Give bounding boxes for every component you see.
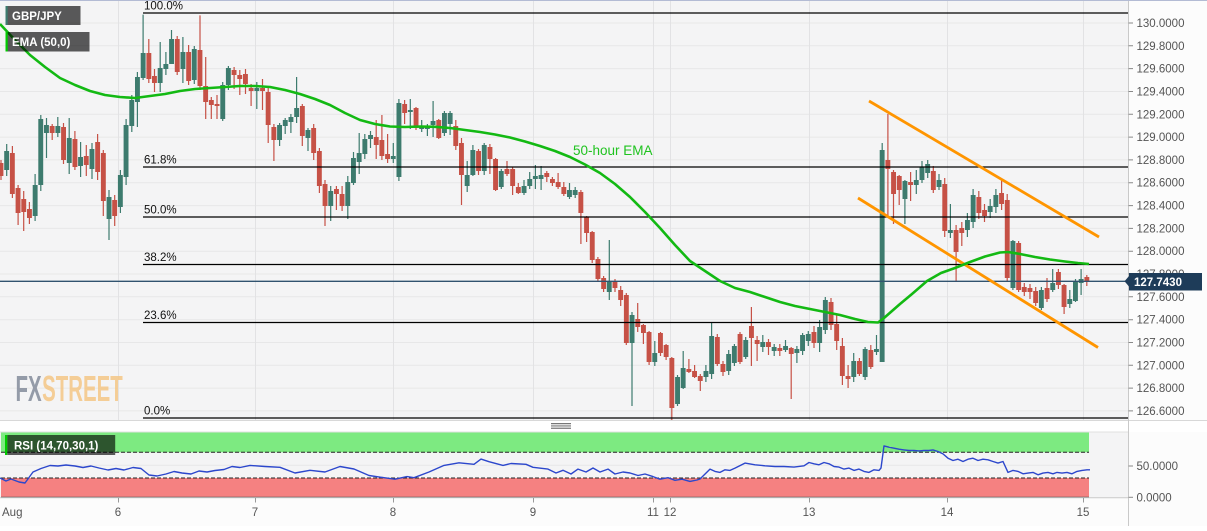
svg-text:127.4000: 127.4000 <box>1137 315 1185 327</box>
svg-text:129.8000: 129.8000 <box>1137 41 1185 53</box>
svg-text:FX: FX <box>16 369 42 410</box>
svg-text:128.0000: 128.0000 <box>1137 246 1185 258</box>
svg-text:15: 15 <box>1077 507 1090 519</box>
svg-text:Aug: Aug <box>2 507 22 519</box>
svg-text:127.6000: 127.6000 <box>1137 292 1185 304</box>
svg-text:9: 9 <box>530 507 536 519</box>
svg-text:127.7430: 127.7430 <box>1134 277 1182 289</box>
svg-text:14: 14 <box>941 507 954 519</box>
svg-text:130.0000: 130.0000 <box>1137 18 1185 30</box>
svg-text:7: 7 <box>252 507 258 519</box>
svg-text:STREET: STREET <box>42 369 123 410</box>
svg-text:50.0000: 50.0000 <box>1137 461 1179 473</box>
svg-text:12: 12 <box>664 507 677 519</box>
svg-text:128.4000: 128.4000 <box>1137 201 1185 213</box>
svg-text:RSI (14,70,30,1): RSI (14,70,30,1) <box>14 441 99 453</box>
svg-text:129.2000: 129.2000 <box>1137 109 1185 121</box>
svg-text:128.2000: 128.2000 <box>1137 223 1185 235</box>
svg-text:GBP/JPY: GBP/JPY <box>12 11 62 23</box>
svg-text:8: 8 <box>390 507 396 519</box>
svg-text:38.2%: 38.2% <box>144 252 177 264</box>
svg-text:0.0%: 0.0% <box>144 406 170 418</box>
svg-text:13: 13 <box>803 507 816 519</box>
svg-text:50-hour EMA: 50-hour EMA <box>573 143 653 158</box>
svg-text:100.0%: 100.0% <box>144 1 183 13</box>
svg-text:0.0000: 0.0000 <box>1137 492 1172 504</box>
svg-text:6: 6 <box>115 507 121 519</box>
svg-text:11: 11 <box>647 507 659 519</box>
svg-text:128.8000: 128.8000 <box>1137 155 1185 167</box>
svg-text:129.6000: 129.6000 <box>1137 64 1185 76</box>
svg-text:128.6000: 128.6000 <box>1137 178 1185 190</box>
svg-text:129.4000: 129.4000 <box>1137 87 1185 99</box>
svg-text:127.2000: 127.2000 <box>1137 338 1185 350</box>
svg-text:61.8%: 61.8% <box>144 155 177 167</box>
svg-text:129.0000: 129.0000 <box>1137 132 1185 144</box>
svg-text:50.0%: 50.0% <box>144 205 177 217</box>
svg-text:126.6000: 126.6000 <box>1137 406 1185 418</box>
svg-text:127.0000: 127.0000 <box>1137 360 1185 372</box>
svg-text:23.6%: 23.6% <box>144 310 177 322</box>
svg-text:EMA (50,0): EMA (50,0) <box>12 37 71 49</box>
svg-text:126.8000: 126.8000 <box>1137 383 1185 395</box>
